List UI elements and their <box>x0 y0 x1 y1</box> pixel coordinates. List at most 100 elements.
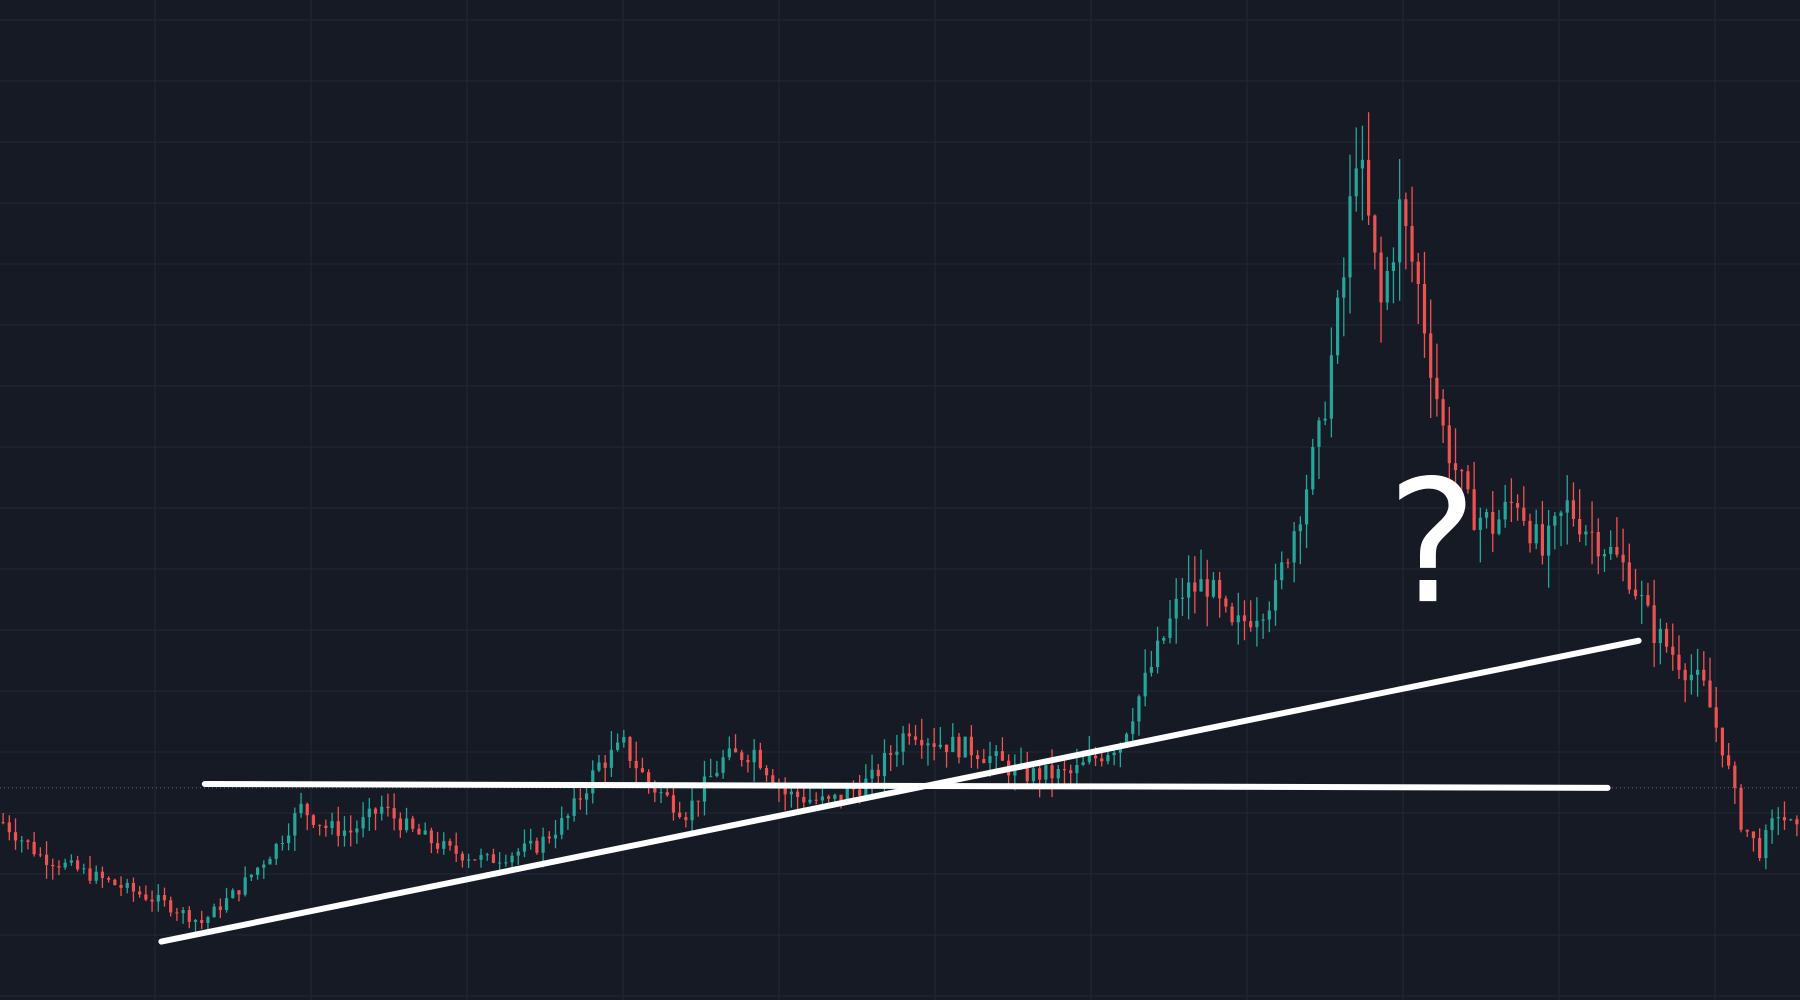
ascending-trendline[interactable] <box>158 637 1642 945</box>
candle-body <box>1087 755 1091 763</box>
candle-body <box>678 812 682 818</box>
candle-body <box>1683 669 1687 681</box>
candle-body <box>969 736 973 756</box>
candle-body <box>355 828 359 833</box>
candle-down <box>1745 829 1749 837</box>
candle-down <box>429 827 433 854</box>
candle-body <box>622 737 626 743</box>
candle-down <box>175 907 179 921</box>
candle-up <box>156 884 160 912</box>
candle-up <box>1354 127 1358 212</box>
candle-up <box>1776 807 1780 836</box>
candle-body <box>187 910 191 922</box>
candle-up <box>1255 597 1259 647</box>
candle-up <box>553 820 558 849</box>
candle-down <box>1758 828 1762 862</box>
candle-body <box>1478 517 1482 530</box>
candle-body <box>460 853 465 861</box>
candle-down <box>349 815 353 847</box>
candle-body <box>1360 159 1365 169</box>
candle-body <box>1528 520 1532 544</box>
candle-body <box>1534 524 1538 544</box>
candle-body <box>1515 503 1520 508</box>
candle-body <box>901 733 905 752</box>
candle-body <box>1180 597 1185 599</box>
candle-up <box>1640 580 1644 624</box>
candle-body <box>535 840 539 853</box>
candle-body <box>529 840 533 844</box>
candle-up <box>926 738 930 766</box>
candle-body <box>63 862 67 868</box>
candle-body <box>1298 524 1302 532</box>
candle-down <box>88 856 92 884</box>
candle-body <box>1236 615 1240 623</box>
candle-body <box>38 854 42 856</box>
candle-up <box>1602 549 1607 572</box>
candle-body <box>32 841 36 855</box>
candle-body <box>839 794 843 801</box>
candle-down <box>1466 465 1470 494</box>
candle-body <box>1056 769 1060 779</box>
candle-body <box>255 867 260 875</box>
candle-body <box>1038 768 1042 780</box>
candle-body <box>975 755 980 760</box>
candle-up <box>249 874 253 882</box>
candle-body <box>566 815 570 819</box>
candle-body <box>7 822 11 833</box>
candle-up <box>1317 417 1321 479</box>
candle-down <box>1062 758 1067 786</box>
candle-body <box>764 768 769 776</box>
candle-body <box>951 736 955 753</box>
candle-body <box>1416 261 1420 284</box>
candle-body <box>57 866 61 868</box>
candle-body <box>218 906 222 911</box>
candle-up <box>1658 618 1662 665</box>
candle-body <box>324 825 328 829</box>
candle-body <box>1646 595 1650 606</box>
candle-down <box>640 757 645 774</box>
horizontal-support-line[interactable] <box>201 781 1611 791</box>
candle-body <box>920 739 924 746</box>
candle-body <box>262 864 266 868</box>
candle-up <box>1547 510 1551 588</box>
candle-up <box>479 848 483 868</box>
candle-down <box>1429 299 1433 419</box>
candle-up <box>1323 401 1327 426</box>
candle-up <box>355 820 359 844</box>
candle-body <box>467 859 471 861</box>
candle-down <box>119 876 123 897</box>
candle-down <box>336 806 340 847</box>
candle-body <box>1751 831 1756 839</box>
candle-body <box>131 882 136 892</box>
candle-up <box>1199 549 1203 592</box>
candle-body <box>1789 819 1793 821</box>
candle-body <box>702 776 707 802</box>
candle-up <box>181 907 185 924</box>
candle-up <box>330 812 334 835</box>
candle-up <box>690 783 694 836</box>
candle-up <box>1764 824 1768 870</box>
candle-body <box>895 751 899 755</box>
candle-up <box>1695 648 1700 697</box>
candle-body <box>1286 562 1290 564</box>
candle-body <box>274 844 278 859</box>
candle-up <box>262 860 266 879</box>
candle-up <box>1280 551 1284 590</box>
candle-body <box>1323 418 1327 421</box>
candle-down <box>162 887 167 907</box>
candle-body <box>795 791 800 797</box>
user-drawings[interactable] <box>158 637 1642 945</box>
candle-up <box>1292 522 1296 583</box>
candle-up <box>1155 626 1160 674</box>
candle-up <box>1348 154 1352 314</box>
candle-down <box>1038 762 1042 798</box>
candle-down <box>454 832 458 863</box>
candle-body <box>1224 598 1228 607</box>
candle-body <box>1093 755 1098 759</box>
candle-body <box>237 890 241 895</box>
candle-body <box>522 843 527 852</box>
candle-down <box>107 876 111 883</box>
candle-body <box>814 799 818 801</box>
